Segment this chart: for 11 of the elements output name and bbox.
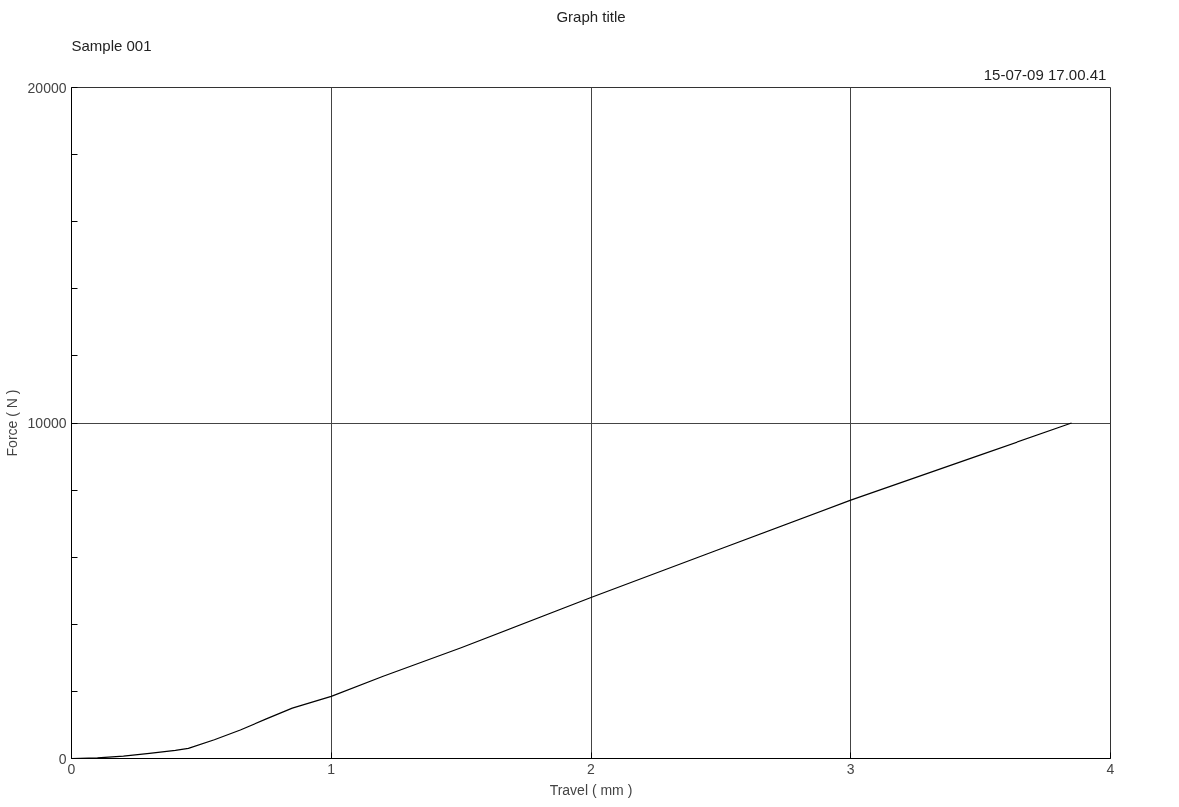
y-tick-label: 10000 bbox=[27, 415, 67, 431]
x-axis-title: Travel ( mm ) bbox=[549, 781, 633, 798]
x-tick-label: 4 bbox=[1106, 760, 1115, 777]
text: Sample 001 bbox=[71, 36, 152, 54]
x-tick-label: 3 bbox=[846, 760, 855, 777]
chart-title: Graph title bbox=[556, 7, 626, 25]
y-tick-label: 20000 bbox=[27, 79, 67, 96]
x-tick-label: 1 bbox=[327, 760, 336, 777]
text: 15-07-09 17.00.41 bbox=[983, 65, 1107, 83]
x-tick-label: 2 bbox=[587, 760, 596, 777]
y-axis-title: Force ( N ) bbox=[3, 389, 20, 457]
